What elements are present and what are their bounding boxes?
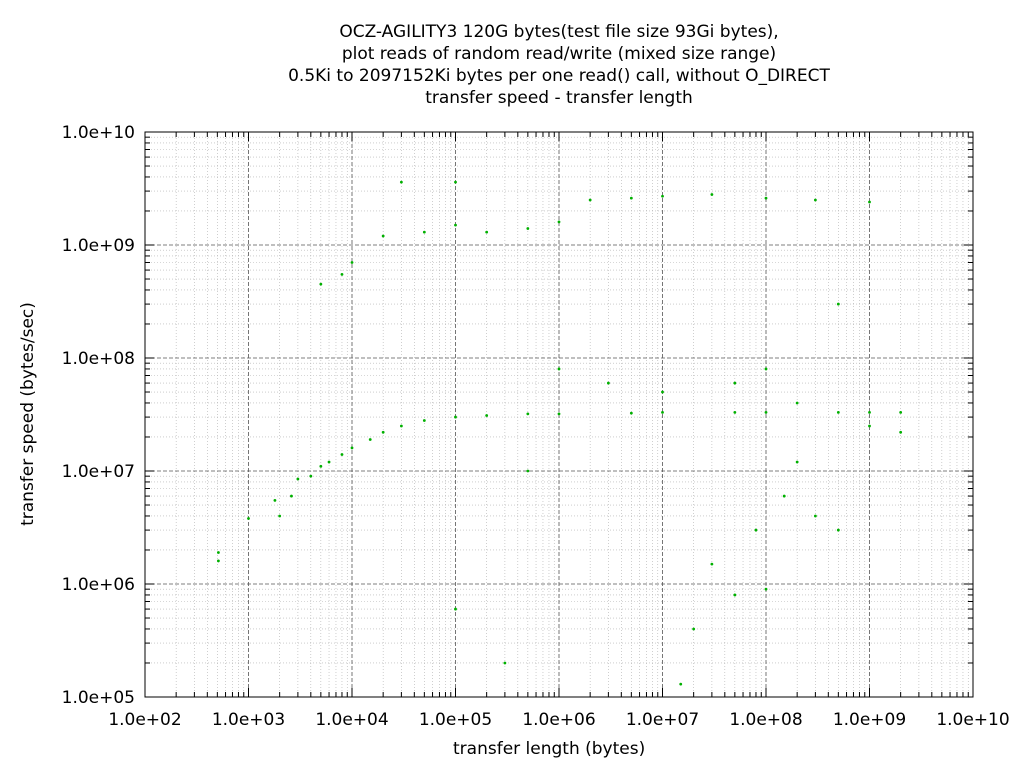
y-tick-label: 1.0e+09: [62, 236, 135, 256]
data-point: [381, 430, 385, 434]
data-point: [733, 411, 737, 414]
data-point: [247, 517, 250, 520]
x-tick-label: 1.0e+10: [936, 710, 1009, 730]
data-point: [764, 367, 768, 371]
data-point: [526, 227, 530, 230]
data-point: [710, 562, 714, 566]
data-point: [782, 494, 786, 498]
data-point: [454, 223, 457, 227]
data-point: [485, 230, 489, 234]
x-tick-label: 1.0e+08: [729, 710, 802, 730]
data-point: [836, 411, 840, 414]
data-point: [868, 424, 871, 428]
data-point: [764, 196, 768, 200]
data-point: [309, 474, 313, 478]
data-point: [381, 234, 385, 238]
data-point: [399, 180, 403, 184]
data-point: [557, 220, 561, 224]
data-point: [454, 180, 457, 184]
data-point: [606, 381, 610, 385]
data-point: [454, 415, 457, 419]
x-tick-label: 1.0e+09: [833, 710, 906, 730]
data-point: [422, 419, 426, 422]
data-point: [629, 411, 633, 415]
data-point: [795, 401, 799, 405]
x-tick-label: 1.0e+05: [419, 710, 492, 730]
data-point: [899, 411, 903, 414]
data-point: [296, 477, 300, 481]
data-point: [813, 198, 817, 202]
x-tick-label: 1.0e+04: [315, 710, 388, 730]
data-point: [350, 261, 354, 264]
data-point: [629, 196, 633, 200]
data-point: [588, 198, 592, 202]
data-point: [485, 414, 489, 417]
data-point: [679, 682, 683, 686]
data-point: [764, 587, 768, 591]
data-point: [557, 412, 561, 416]
data-point: [692, 627, 696, 631]
major-grid: [145, 132, 973, 697]
y-axis-ticks: 1.0e+05 1.0e+06 1.0e+07 1.0e+08 1.0e+09 1.0e+…: [62, 123, 973, 708]
y-tick-label: 1.0e+10: [62, 123, 135, 143]
data-point: [217, 559, 220, 563]
data-point: [399, 424, 403, 428]
data-point: [836, 302, 840, 306]
chart-title-line-1: OCZ-AGILITY3 120G bytes(test file size 9…: [339, 22, 779, 42]
data-point: [733, 593, 737, 597]
data-point: [350, 446, 354, 450]
chart-title-line-4: transfer speed - transfer length: [425, 88, 693, 108]
data-point: [273, 498, 277, 502]
x-axis-ticks: 1.0e+02 1.0e+03 1.0e+04 1.0e+05 1.0e+06 1.0e+…: [108, 132, 1010, 730]
data-point: [710, 193, 714, 196]
data-point: [557, 367, 561, 371]
x-tick-label: 1.0e+07: [626, 710, 699, 730]
data-point: [422, 230, 426, 234]
chart-title-line-3: 0.5Ki to 2097152Ki bytes per one read() …: [288, 66, 830, 86]
data-point: [868, 411, 871, 414]
x-tick-label: 1.0e+03: [212, 710, 285, 730]
data-point: [340, 453, 344, 456]
data-point: [661, 194, 664, 198]
data-point: [217, 551, 220, 554]
data-point: [899, 430, 903, 434]
data-point: [764, 411, 768, 414]
x-tick-label: 1.0e+02: [108, 710, 181, 730]
data-point: [661, 411, 664, 414]
data-points: [217, 180, 903, 686]
data-point: [319, 282, 323, 286]
data-point: [813, 514, 817, 518]
data-point: [836, 528, 840, 532]
data-point: [733, 381, 737, 385]
data-point: [319, 464, 323, 468]
data-point: [526, 412, 530, 416]
y-tick-label: 1.0e+08: [62, 349, 135, 369]
data-point: [754, 528, 758, 532]
y-tick-label: 1.0e+07: [62, 462, 135, 482]
data-point: [454, 607, 457, 611]
y-axis-label: transfer speed (bytes/sec): [17, 302, 38, 526]
x-axis-label: transfer length (bytes): [453, 739, 646, 759]
y-tick-label: 1.0e+05: [62, 688, 135, 708]
data-point: [327, 460, 331, 464]
data-point: [278, 514, 282, 518]
data-point: [526, 469, 530, 473]
data-point: [340, 272, 344, 276]
data-point: [503, 661, 507, 665]
chart-title-line-2: plot reads of random read/write (mixed s…: [341, 44, 777, 64]
y-tick-label: 1.0e+06: [62, 575, 135, 595]
data-point: [795, 460, 799, 464]
data-point: [368, 438, 372, 441]
x-tick-label: 1.0e+06: [522, 710, 595, 730]
data-point: [661, 390, 664, 394]
data-point: [868, 200, 871, 204]
data-point: [290, 494, 293, 498]
